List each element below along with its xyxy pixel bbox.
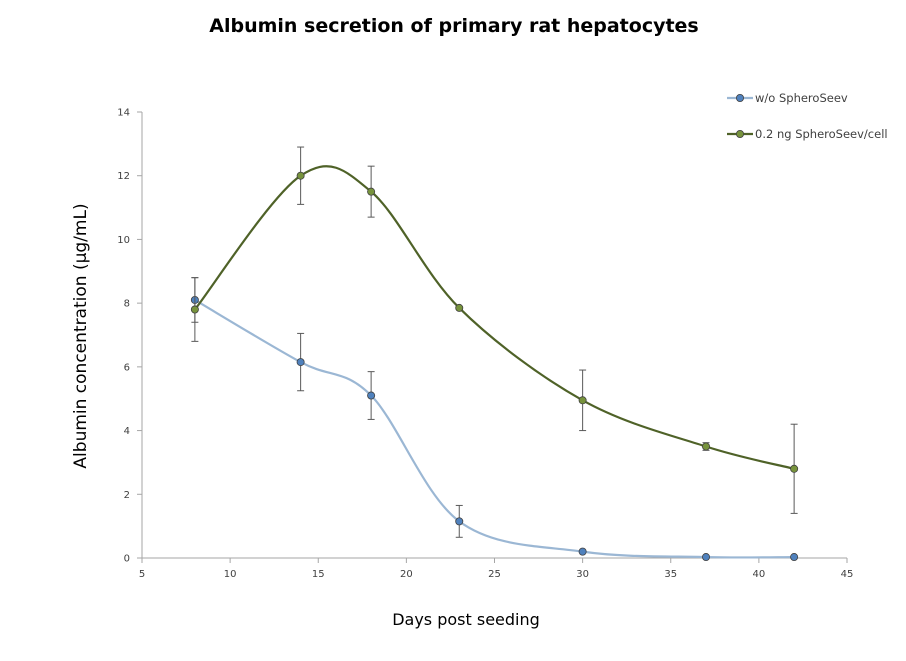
data-point bbox=[578, 396, 587, 405]
y-tick-label: 2 bbox=[124, 490, 130, 501]
x-tick-label: 25 bbox=[488, 569, 501, 580]
y-tick-label: 14 bbox=[117, 108, 130, 119]
x-tick-label: 45 bbox=[841, 569, 854, 580]
legend-label: 0.2 ng SpheroSeev/cell bbox=[755, 127, 888, 141]
series-1 bbox=[190, 146, 799, 514]
x-tick-label: 5 bbox=[139, 569, 145, 580]
x-axis-label: Days post seeding bbox=[392, 610, 540, 629]
legend-label: w/o SpheroSeev bbox=[755, 91, 848, 105]
data-point bbox=[790, 553, 799, 562]
data-point bbox=[367, 391, 376, 400]
data-point bbox=[296, 358, 305, 367]
x-tick-label: 20 bbox=[400, 569, 413, 580]
legend-swatch-marker bbox=[736, 129, 745, 138]
y-tick-label: 6 bbox=[124, 362, 130, 373]
data-point bbox=[702, 553, 711, 562]
axes: 5 10 15 20 25 30 35 40 45 0 2 4 6 8 10 12 14 bbox=[117, 108, 853, 581]
y-tick-label: 12 bbox=[117, 171, 130, 182]
legend-item: 0.2 ng SpheroSeev/cell bbox=[727, 127, 888, 141]
y-tick-label: 8 bbox=[124, 299, 130, 310]
chart-title: Albumin secretion of primary rat hepatoc… bbox=[209, 15, 699, 37]
x-tick-label: 10 bbox=[224, 569, 237, 580]
series-layer bbox=[190, 146, 799, 562]
x-tick-label: 30 bbox=[576, 569, 589, 580]
data-point bbox=[790, 464, 799, 473]
legend-swatch-marker bbox=[736, 94, 745, 103]
legend: w/o SpheroSeev 0.2 ng SpheroSeev/cell bbox=[727, 91, 888, 141]
data-point bbox=[455, 303, 464, 312]
y-tick-label: 4 bbox=[124, 426, 130, 437]
data-point bbox=[702, 442, 711, 451]
series-0 bbox=[190, 277, 799, 562]
series-line bbox=[194, 165, 795, 470]
data-point bbox=[578, 547, 587, 556]
y-axis-label: Albumin concentration (µg/mL) bbox=[71, 203, 91, 468]
data-point bbox=[367, 187, 376, 196]
data-point bbox=[190, 305, 199, 314]
x-tick-label: 15 bbox=[312, 569, 325, 580]
y-tick-label: 10 bbox=[117, 235, 130, 246]
x-tick-label: 35 bbox=[664, 569, 677, 580]
y-tick-label: 0 bbox=[124, 554, 130, 565]
data-point bbox=[296, 171, 305, 180]
data-point bbox=[455, 517, 464, 526]
x-tick-label: 40 bbox=[753, 569, 766, 580]
legend-item: w/o SpheroSeev bbox=[727, 91, 848, 105]
